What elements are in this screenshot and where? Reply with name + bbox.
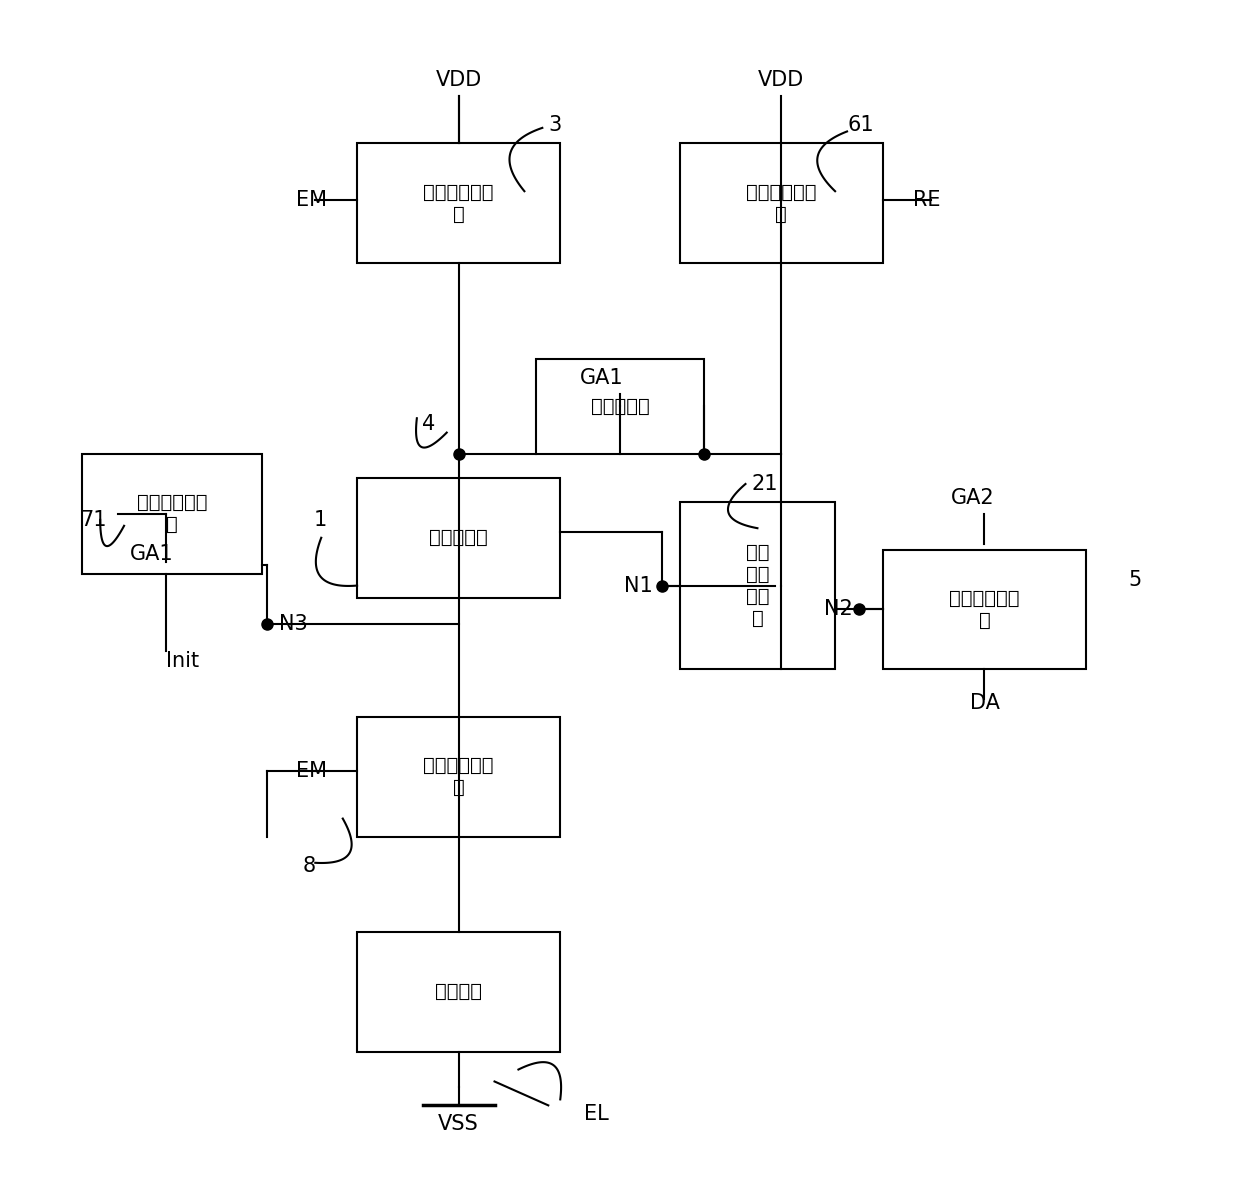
Text: 发光元件: 发光元件	[435, 982, 482, 1001]
Text: EM: EM	[296, 190, 327, 209]
FancyBboxPatch shape	[82, 454, 262, 574]
Text: GA1: GA1	[130, 544, 174, 564]
Text: GA2: GA2	[951, 488, 994, 508]
Text: 第一复位子电
路: 第一复位子电 路	[746, 183, 817, 223]
Text: EL: EL	[584, 1104, 609, 1123]
Text: 补偿子电路: 补偿子电路	[590, 397, 650, 416]
FancyBboxPatch shape	[883, 550, 1086, 669]
FancyBboxPatch shape	[357, 478, 560, 598]
Text: DA: DA	[970, 693, 999, 713]
Text: 电源控制子电
路: 电源控制子电 路	[423, 183, 494, 223]
Text: RE: RE	[913, 190, 940, 209]
Text: 61: 61	[847, 116, 874, 135]
Text: GA1: GA1	[580, 368, 624, 388]
Text: 21: 21	[751, 474, 777, 494]
Text: 驱动子电路: 驱动子电路	[429, 528, 489, 547]
FancyBboxPatch shape	[357, 932, 560, 1052]
Text: 1: 1	[314, 510, 327, 529]
FancyBboxPatch shape	[537, 358, 703, 454]
Text: Init: Init	[166, 651, 200, 672]
Text: 发光控制子电
路: 发光控制子电 路	[423, 756, 494, 797]
Text: 3: 3	[548, 116, 562, 135]
Text: N3: N3	[279, 614, 309, 633]
Text: 数据写入子电
路: 数据写入子电 路	[950, 589, 1019, 630]
Text: 8: 8	[303, 857, 315, 876]
Text: 第一控制子电
路: 第一控制子电 路	[136, 494, 207, 534]
FancyBboxPatch shape	[357, 143, 560, 263]
FancyBboxPatch shape	[680, 502, 835, 669]
FancyBboxPatch shape	[680, 143, 883, 263]
Text: 5: 5	[1128, 570, 1141, 589]
Text: VDD: VDD	[758, 69, 805, 90]
Text: N1: N1	[624, 576, 652, 595]
Text: N2: N2	[825, 600, 853, 619]
Text: VDD: VDD	[435, 69, 482, 90]
Text: EM: EM	[296, 761, 327, 780]
FancyBboxPatch shape	[357, 717, 560, 836]
Text: 第一
存储
子电
路: 第一 存储 子电 路	[745, 543, 769, 629]
Text: VSS: VSS	[438, 1114, 479, 1134]
Text: 4: 4	[422, 415, 435, 434]
Text: 71: 71	[79, 510, 107, 529]
